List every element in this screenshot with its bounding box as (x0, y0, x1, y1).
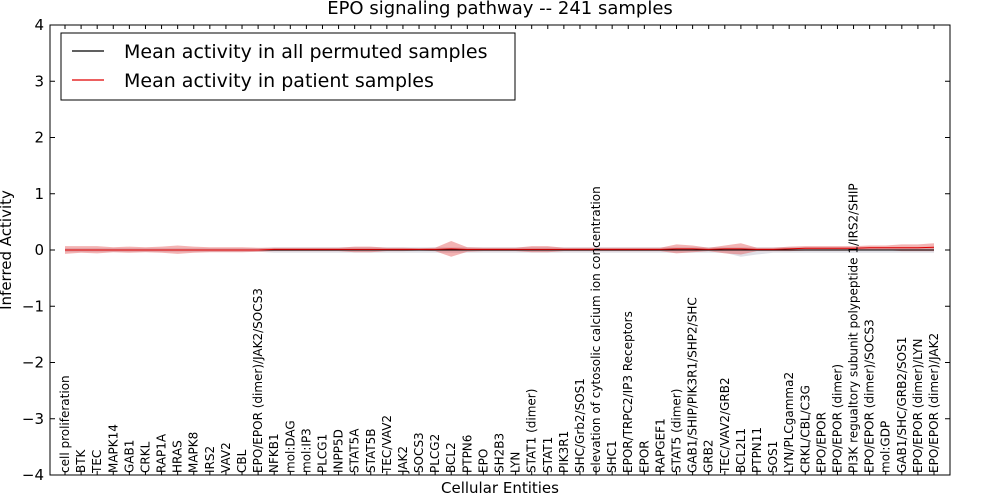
plot-frame (49, 24, 951, 476)
category-label: CRKL (139, 441, 153, 473)
category-label: IRS2 (203, 446, 217, 473)
category-label: PTPN11 (750, 427, 764, 473)
category-label: BTK (74, 448, 88, 473)
category-label: SHC/Grb2/SOS1 (573, 378, 587, 473)
category-label: SH2B3 (493, 433, 507, 473)
category-label: TEC/VAV2 (380, 415, 394, 474)
category-label: LYN (509, 452, 523, 473)
category-label: SOS1 (766, 441, 780, 473)
category-labels-group: cell proliferation BTK TEC MAPK14 GAB1 CRKL RA… (58, 183, 941, 474)
category-label: PIK3R1 (557, 431, 571, 473)
category-label: PLCG2 (428, 434, 442, 473)
y-ticks-group: −4 −3 −2 −1 0 1 2 3 4 (22, 16, 950, 484)
y-axis-label: Inferred Activity (0, 190, 15, 310)
category-label: PTPN6 (460, 435, 474, 473)
category-label: VAV2 (219, 442, 233, 473)
category-label: INPP5D (332, 429, 346, 473)
series-line-patient (65, 246, 935, 251)
category-label: elevation of cytosolic calcium ion conce… (589, 186, 603, 473)
category-label: PI3K regualtory subunit polypeptide 1/IR… (847, 183, 861, 473)
category-label: EPOR (637, 440, 651, 473)
category-label: EPO/EPOR (dimer)/JAK2/SOCS3 (251, 288, 265, 473)
category-label: CRKL/CBL/C3G (798, 385, 812, 473)
x-ticks-group (64, 25, 935, 475)
category-label: mol:GDP (879, 421, 893, 473)
category-label: STAT1 (541, 437, 555, 473)
lines-group (65, 246, 935, 251)
y-tick-label: 3 (34, 72, 44, 90)
category-label: MAPK8 (187, 432, 201, 473)
category-label: STAT1 (dimer) (525, 389, 539, 473)
y-tick-label: −1 (22, 297, 44, 315)
y-tick-label: 4 (34, 16, 44, 34)
category-label: SOCS3 (412, 432, 426, 473)
category-label: CBL (235, 449, 249, 473)
category-label: GAB1/SHC/GRB2/SOS1 (895, 337, 909, 473)
legend-box (60, 32, 516, 101)
category-label: EPO/EPOR (dimer)/SOCS3 (863, 319, 877, 473)
category-label: SHC1 (605, 440, 619, 473)
category-label: EPO/EPOR (dimer) (830, 364, 844, 473)
category-label: TEC (90, 450, 104, 474)
category-label: STAT5A (348, 428, 362, 473)
category-label: GRB2 (702, 439, 716, 473)
category-label: PLCG1 (316, 434, 330, 473)
category-label: EPOR/TRPC2/IP3 Receptors (621, 311, 635, 473)
category-label: cell proliferation (58, 375, 72, 473)
category-label: EPO/EPOR (dimer)/LYN (911, 339, 925, 473)
category-label: BCL2 (444, 442, 458, 473)
category-label: GAB1/SHIP/PIK3R1/SHP2/SHC (686, 297, 700, 473)
category-label: LYN/PLCgamma2 (782, 372, 796, 473)
category-label: BCL2L1 (734, 428, 748, 473)
category-label: HRAS (171, 440, 185, 473)
y-tick-label: 2 (34, 129, 44, 147)
y-tick-label: −3 (22, 410, 44, 428)
y-tick-label: −2 (22, 354, 44, 372)
category-label: JAK2 (396, 446, 410, 474)
legend: Mean activity in all permuted samples Me… (60, 32, 516, 101)
category-label: EPO/EPOR (814, 412, 828, 473)
category-label: NFKB1 (267, 433, 281, 473)
y-tick-label: −4 (22, 466, 44, 484)
category-label: EPO (476, 449, 490, 473)
category-label: mol:DAG (283, 420, 297, 473)
category-label: RAPGEF1 (653, 418, 667, 473)
category-label: STAT5B (364, 429, 378, 474)
category-label: STAT5 (dimer) (670, 389, 684, 473)
y-tick-label: 0 (34, 241, 44, 259)
chart-title: EPO signaling pathway -- 241 samples (327, 0, 673, 19)
y-tick-label: 1 (34, 185, 44, 203)
category-label: GAB1 (122, 440, 136, 473)
legend-label-patient: Mean activity in patient samples (124, 70, 434, 92)
category-label: mol:IP3 (299, 428, 313, 473)
legend-label-permuted: Mean activity in all permuted samples (124, 41, 487, 63)
category-label: RAP1A (155, 433, 169, 473)
category-label: MAPK14 (106, 424, 120, 473)
category-label: EPO/EPOR (dimer)/JAK2 (927, 333, 941, 473)
category-label: TEC/VAV2/GRB2 (718, 377, 732, 474)
x-axis-label: Cellular Entities (441, 479, 559, 497)
